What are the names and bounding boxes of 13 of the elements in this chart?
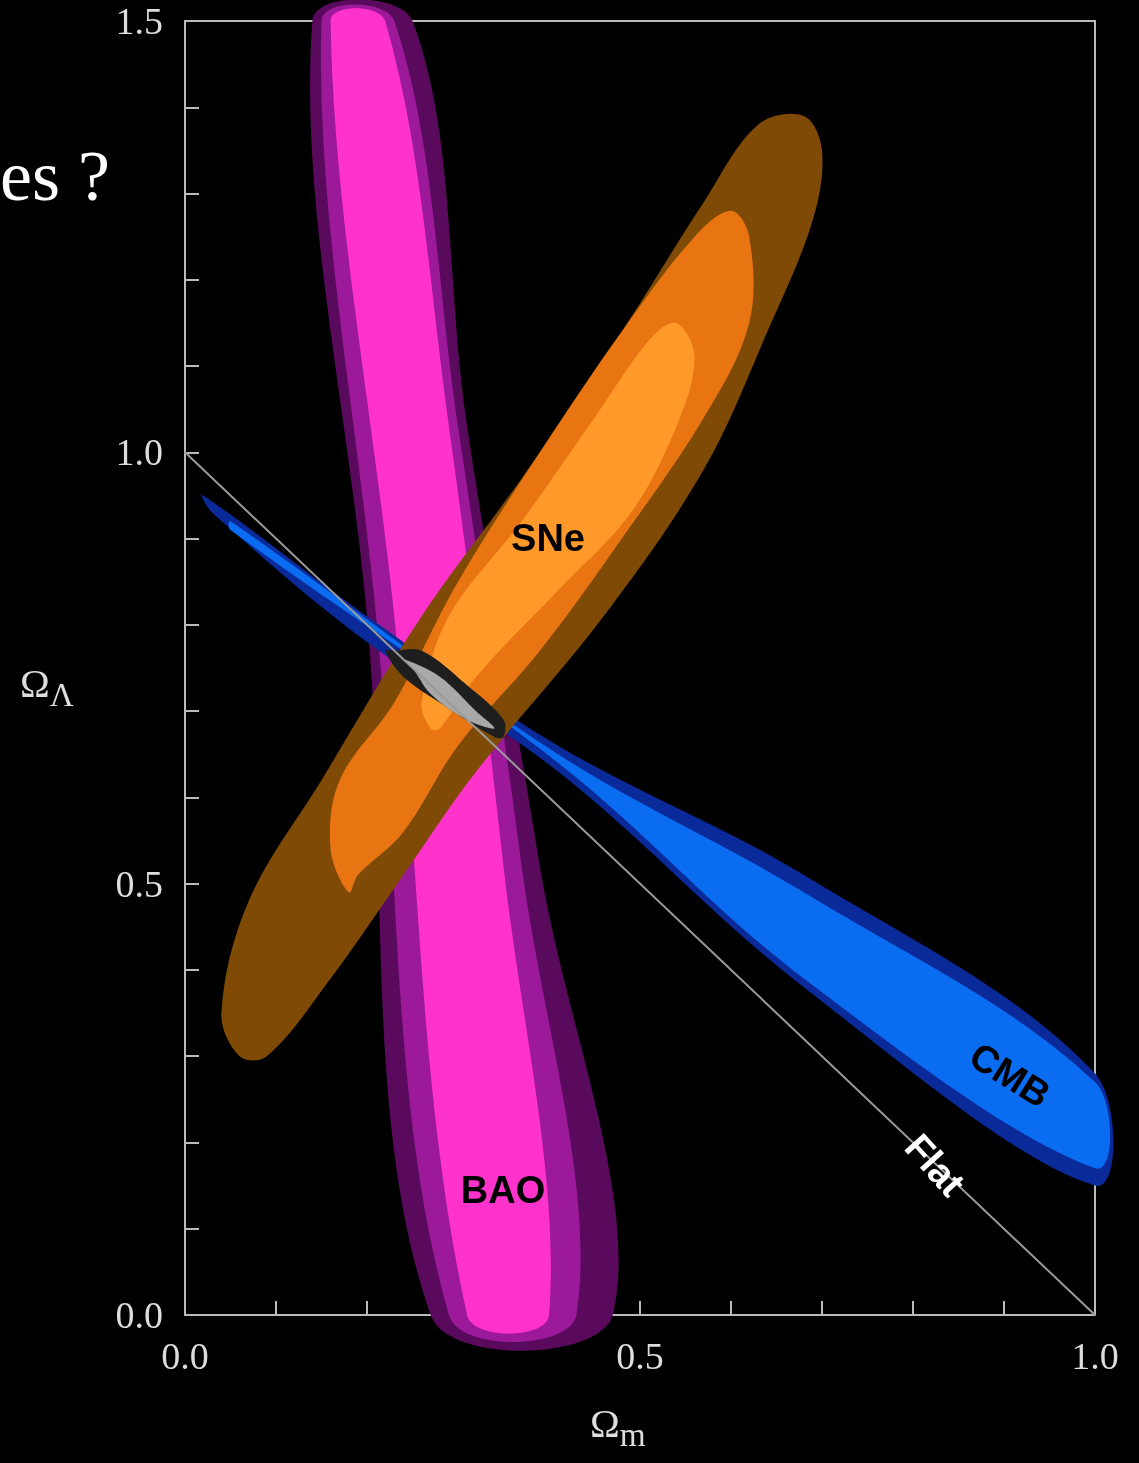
annotation: BAO <box>460 1169 546 1211</box>
y-axis-title: Ω$_{Λ}$ <box>20 660 74 714</box>
y-tick-label: 0.5 <box>115 862 163 905</box>
y-tick-label: 1.0 <box>115 431 163 474</box>
annotation: CMB <box>962 1034 1058 1116</box>
text: es ? <box>0 136 110 216</box>
x-tick-label: 0.5 <box>616 1335 664 1377</box>
x-tick-label: 1.0 <box>1071 1335 1119 1377</box>
x-tick-label: 0.0 <box>161 1335 209 1377</box>
y-tick-label: 0.0 <box>115 1294 163 1336</box>
y-tick-label: 1.5 <box>115 0 163 42</box>
annotation: SNe <box>511 517 585 559</box>
x-axis-title: Ω$_{m}$ <box>590 1400 646 1454</box>
